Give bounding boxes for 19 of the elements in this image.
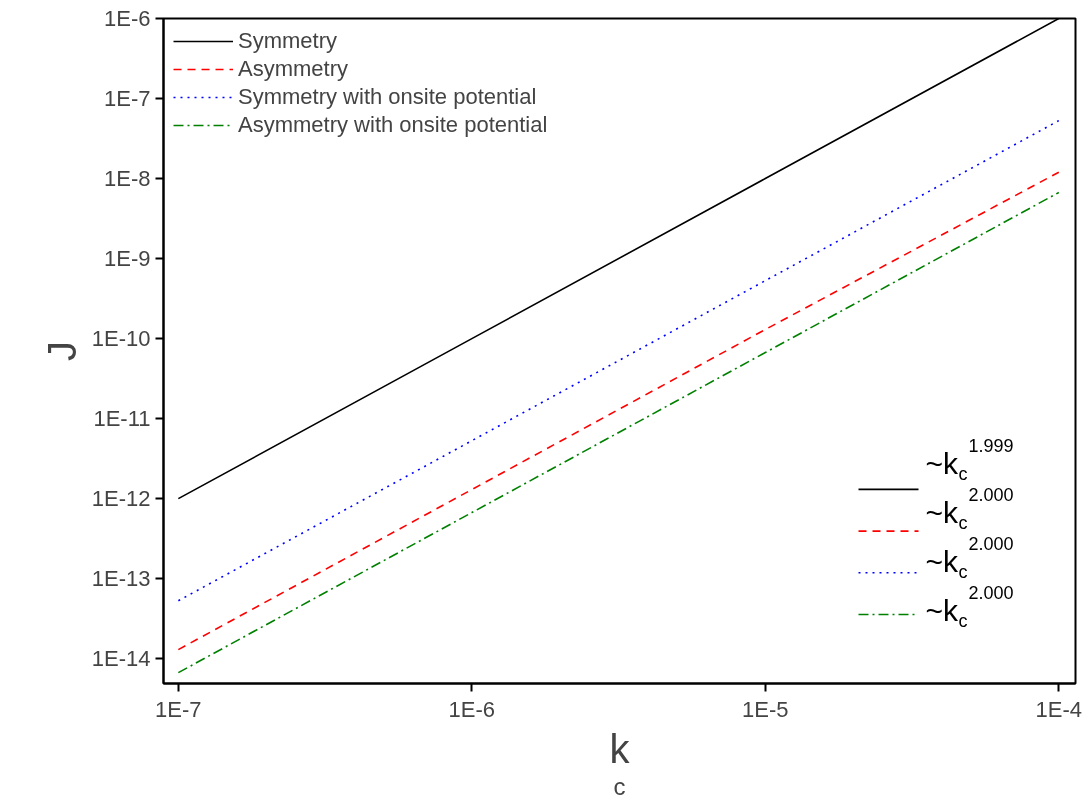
x-tick-label: 1E-5 — [742, 696, 789, 722]
x-tick-label: 1E-6 — [448, 696, 496, 722]
y-tick-label: 1E-10 — [91, 326, 151, 352]
y-tick-label: 1E-8 — [104, 166, 151, 192]
y-tick-label: 1E-11 — [93, 406, 151, 432]
x-axis-title: kc — [609, 726, 631, 799]
y-tick-label: 1E-14 — [91, 646, 151, 672]
y-tick-label: 1E-6 — [104, 6, 151, 31]
x-tick-label: 1E-4 — [1035, 696, 1083, 722]
legend-label: Asymmetry with onsite potential — [238, 112, 548, 138]
x-tick-label: 1E-7 — [155, 696, 202, 722]
y-tick-label: 1E-9 — [104, 246, 151, 272]
y-tick-label: 1E-13 — [91, 566, 151, 592]
y-tick-label: 1E-12 — [91, 486, 151, 512]
legend-label: Asymmetry — [238, 56, 348, 82]
y-tick-label: 1E-7 — [104, 86, 151, 112]
y-axis-title: J — [39, 341, 84, 361]
legend-label: Symmetry with onsite potential — [238, 84, 537, 110]
legend-label: Symmetry — [238, 28, 337, 54]
